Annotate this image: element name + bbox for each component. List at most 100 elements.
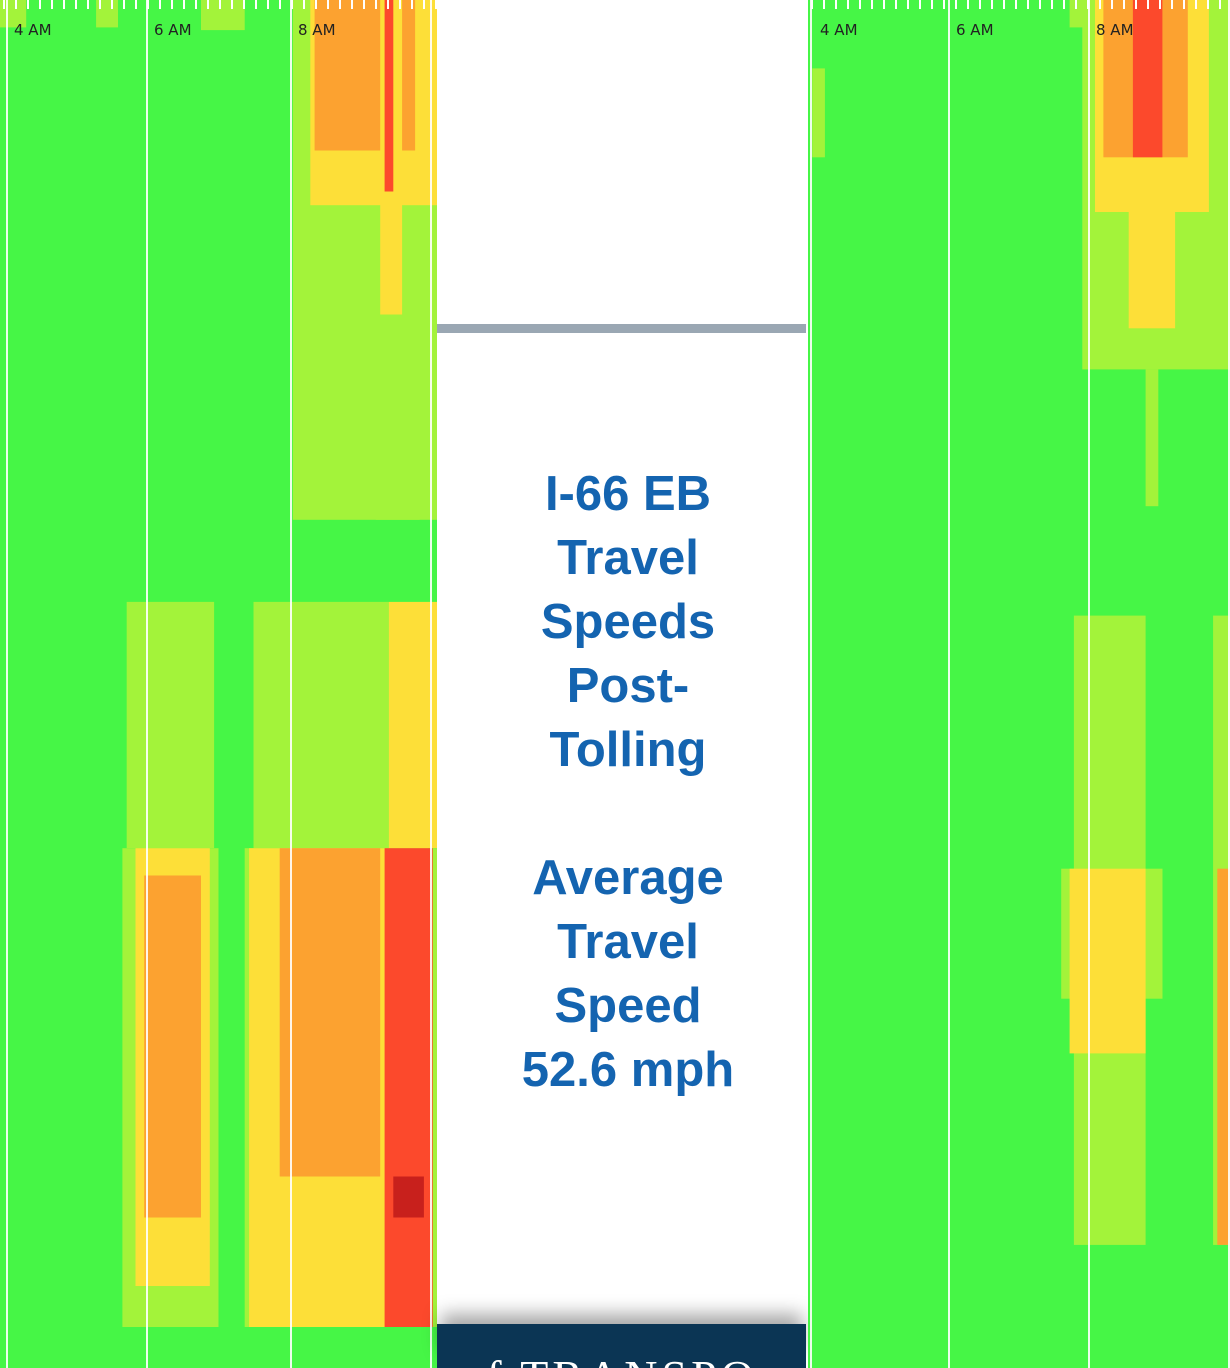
time-tick-mark <box>1111 0 1113 9</box>
hour-guide-line <box>430 0 432 1368</box>
heading-gap <box>437 782 819 846</box>
panel-divider <box>437 324 806 333</box>
footer-band: t of TRANSPO <box>437 1324 806 1368</box>
time-tick-mark <box>1135 0 1137 9</box>
time-tick-mark <box>63 0 65 9</box>
heatmap-cell-left-11 <box>253 601 389 849</box>
heatmap-cell-right-11 <box>1069 868 1146 1054</box>
time-tick-mark <box>279 0 281 9</box>
time-tick-mark <box>1075 0 1077 9</box>
heatmap-cell-left-7 <box>384 0 394 192</box>
time-tick-mark <box>231 0 233 9</box>
time-tick-mark <box>967 0 969 9</box>
speed-heatmap-right-svg: 4 AM 6 AM 8 AM <box>808 0 1230 1368</box>
time-tick-mark <box>219 0 221 9</box>
time-tick-mark <box>159 0 161 9</box>
hour-guide-line <box>1088 0 1090 1368</box>
time-tick-mark <box>303 0 305 9</box>
time-tick-mark <box>123 0 125 9</box>
time-tick-mark <box>1063 0 1065 9</box>
heading-line-4: Post- <box>566 659 690 713</box>
time-tick-mark <box>1039 0 1041 9</box>
time-tick-mark <box>183 0 185 9</box>
time-tick-mark <box>883 0 885 9</box>
panel-heading: I-66 EB Travel Speeds Post- Tolling Aver… <box>437 462 819 1102</box>
time-tick-mark <box>955 0 957 9</box>
time-tick-mark <box>1159 0 1161 9</box>
time-tick-mark <box>15 0 17 9</box>
time-tick-mark <box>243 0 245 9</box>
hour-guide-line <box>290 0 292 1368</box>
hour-guide-line <box>146 0 148 1368</box>
hour-guide-line <box>6 0 8 1368</box>
time-tick-mark <box>979 0 981 9</box>
time-tick-mark <box>1051 0 1053 9</box>
time-tick-mark <box>387 0 389 9</box>
time-tick-mark <box>1183 0 1185 9</box>
heatmap-cell-left-18 <box>279 848 381 1177</box>
time-tick-mark <box>135 0 137 9</box>
time-tick-mark <box>423 0 425 9</box>
time-tick-mark <box>339 0 341 9</box>
heading-line-7: Travel <box>557 915 699 969</box>
footer-text: t of TRANSPO <box>437 1350 758 1368</box>
time-tick-mark <box>895 0 897 9</box>
heatmap-cell-right-12 <box>1217 868 1230 1245</box>
heatmap-cell-right-0 <box>812 68 825 158</box>
speed-heatmap-left-svg: 4 AM 6 AM 8 AM <box>0 0 437 1368</box>
heatmap-cell-right-6 <box>1128 212 1176 329</box>
time-tick-mark <box>3 0 5 9</box>
time-tick-mark <box>255 0 257 9</box>
heading-line-5: Tolling <box>549 723 707 777</box>
heading-line-8: Speed <box>554 979 702 1033</box>
time-tick-mark <box>823 0 825 9</box>
speed-heatmap-right: 4 AM 6 AM 8 AM <box>808 0 1230 1368</box>
time-tick-mark <box>931 0 933 9</box>
time-tick-mark <box>315 0 317 9</box>
time-tick-mark <box>1207 0 1209 9</box>
time-tick-mark <box>1027 0 1029 9</box>
heading-line-3: Speeds <box>540 595 716 649</box>
heatmap-cell-left-20 <box>393 1176 424 1218</box>
heatmap-cell-left-12 <box>388 601 437 849</box>
time-tick-label: 6 AM <box>956 21 994 39</box>
heading-line-6: Average <box>532 851 724 905</box>
time-tick-mark <box>411 0 413 9</box>
time-tick-mark <box>207 0 209 9</box>
time-tick-mark <box>1171 0 1173 9</box>
heatmap-cell-right-5 <box>1132 0 1163 158</box>
time-tick-label: 6 AM <box>154 21 192 39</box>
time-tick-mark <box>363 0 365 9</box>
hour-guide-line <box>810 0 812 1368</box>
heading-line-2: Travel <box>557 531 699 585</box>
time-tick-label: 4 AM <box>820 21 858 39</box>
heatmap-cell-left-8 <box>332 314 433 363</box>
time-tick-mark <box>847 0 849 9</box>
time-tick-mark <box>835 0 837 9</box>
time-tick-mark <box>399 0 401 9</box>
time-tick-mark <box>1219 0 1221 9</box>
time-tick-mark <box>435 0 437 9</box>
heatmap-cell-left-19 <box>384 848 433 1327</box>
hour-guide-line <box>1228 0 1230 1368</box>
speed-heatmap-left: 4 AM 6 AM 8 AM <box>0 0 437 1368</box>
time-tick-mark <box>327 0 329 9</box>
heatmap-cell-left-9 <box>375 362 420 520</box>
time-tick-mark <box>27 0 29 9</box>
time-tick-mark <box>871 0 873 9</box>
time-tick-mark <box>1147 0 1149 9</box>
time-tick-mark <box>75 0 77 9</box>
time-tick-mark <box>111 0 113 9</box>
time-tick-mark <box>1015 0 1017 9</box>
hour-guide-line <box>948 0 950 1368</box>
time-tick-label: 4 AM <box>14 21 52 39</box>
time-tick-mark <box>171 0 173 9</box>
time-tick-mark <box>39 0 41 9</box>
heatmap-cell-left-10 <box>126 601 215 849</box>
time-tick-mark <box>195 0 197 9</box>
time-tick-mark <box>351 0 353 9</box>
title-panel: I-66 EB Travel Speeds Post- Tolling Aver… <box>437 0 808 1368</box>
heatmap-cell-left-17 <box>144 875 201 1218</box>
time-tick-mark <box>991 0 993 9</box>
heatmap-cell-right-7 <box>1145 369 1159 507</box>
